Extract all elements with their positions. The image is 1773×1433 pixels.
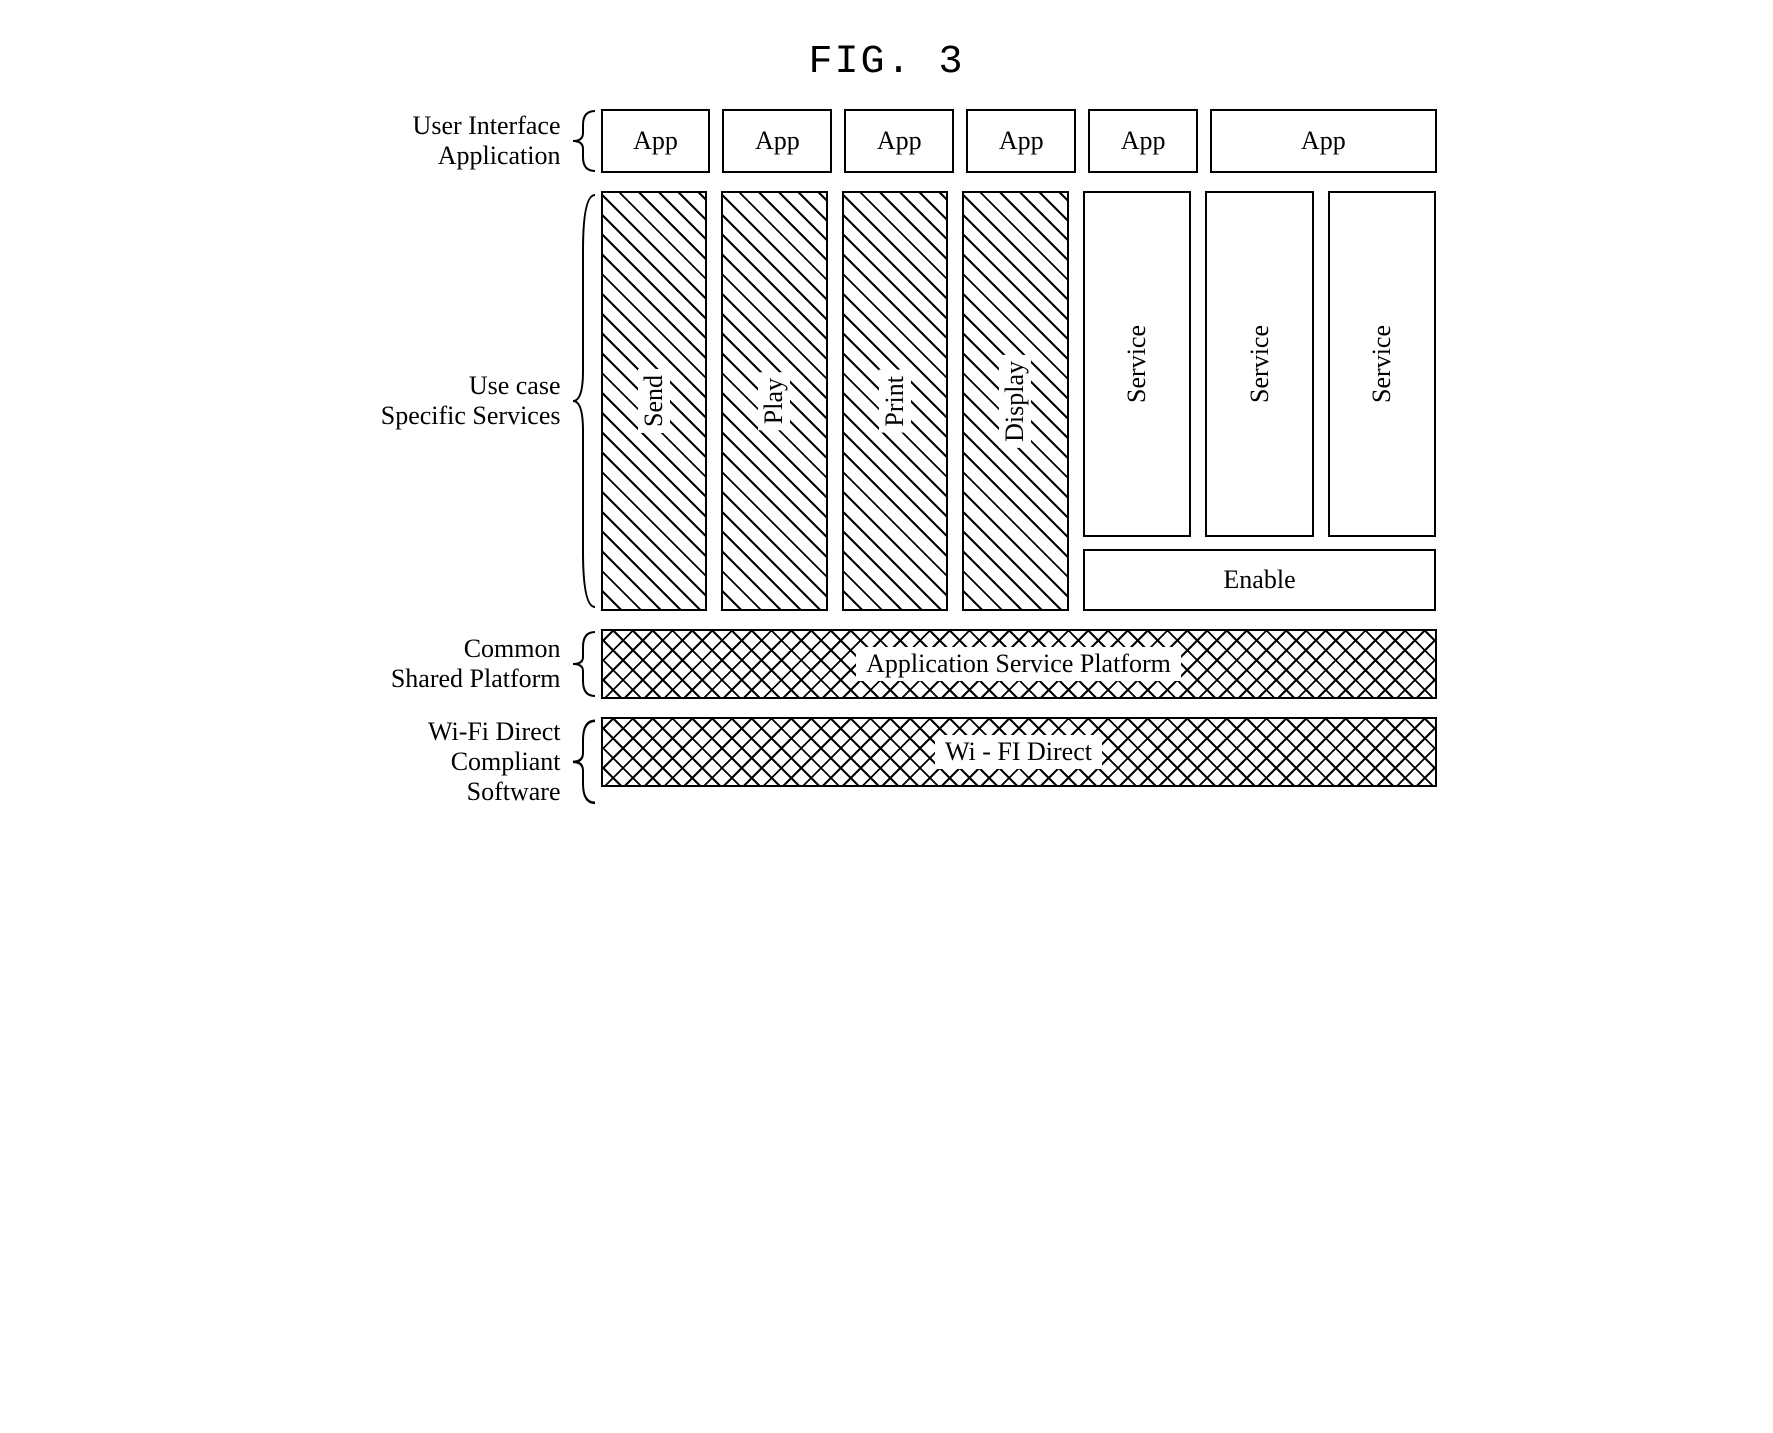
service-send: Send: [601, 191, 708, 611]
label-line: User Interface: [413, 111, 561, 140]
apps-row: App App App App App App: [601, 109, 1437, 173]
service-generic: Service: [1083, 191, 1192, 537]
label-line: Application: [438, 141, 561, 170]
layer-platform: Common Shared Platform Application Servi…: [337, 629, 1437, 699]
label-line: Compliant: [451, 747, 561, 776]
service-play: Play: [721, 191, 828, 611]
app-box: App: [601, 109, 711, 173]
layer-ui-apps: User Interface Application App App App A…: [337, 109, 1437, 173]
figure-3: FIG. 3 User Interface Application App Ap…: [337, 40, 1437, 807]
layer-label: Wi-Fi Direct Compliant Software: [337, 717, 567, 807]
label-line: Use case: [469, 371, 561, 400]
wifi-direct-box: Wi - FI Direct: [601, 717, 1437, 787]
service-print: Print: [842, 191, 949, 611]
label-line: Shared Platform: [391, 664, 561, 693]
label-line: Specific Services: [381, 401, 561, 430]
layer-wifi: Wi-Fi Direct Compliant Software Wi - FI …: [337, 717, 1437, 807]
service-generic: Service: [1328, 191, 1437, 537]
brace-icon: [567, 191, 601, 611]
app-box: App: [1088, 109, 1198, 173]
label-line: Wi-Fi Direct: [428, 717, 561, 746]
service-display: Display: [962, 191, 1069, 611]
figure-title: FIG. 3: [337, 40, 1437, 85]
label-line: Software: [467, 777, 561, 806]
app-box: App: [844, 109, 954, 173]
layer-label: Common Shared Platform: [337, 629, 567, 699]
asp-box: Application Service Platform: [601, 629, 1437, 699]
label-line: Common: [464, 634, 561, 663]
brace-icon: [567, 109, 601, 173]
brace-icon: [567, 629, 601, 699]
app-box: App: [966, 109, 1076, 173]
brace-icon: [567, 717, 601, 807]
app-box: App: [722, 109, 832, 173]
service-generic: Service: [1205, 191, 1314, 537]
wifi-row: Wi - FI Direct: [601, 717, 1437, 807]
app-box-wide: App: [1210, 109, 1436, 173]
enable-box: Enable: [1083, 549, 1437, 611]
layer-services: Use case Specific Services Send Play Pri…: [337, 191, 1437, 611]
platform-row: Application Service Platform: [601, 629, 1437, 699]
layer-label: User Interface Application: [337, 109, 567, 173]
services-grid: Send Play Print Display Service Service …: [601, 191, 1437, 611]
layer-label: Use case Specific Services: [337, 191, 567, 611]
